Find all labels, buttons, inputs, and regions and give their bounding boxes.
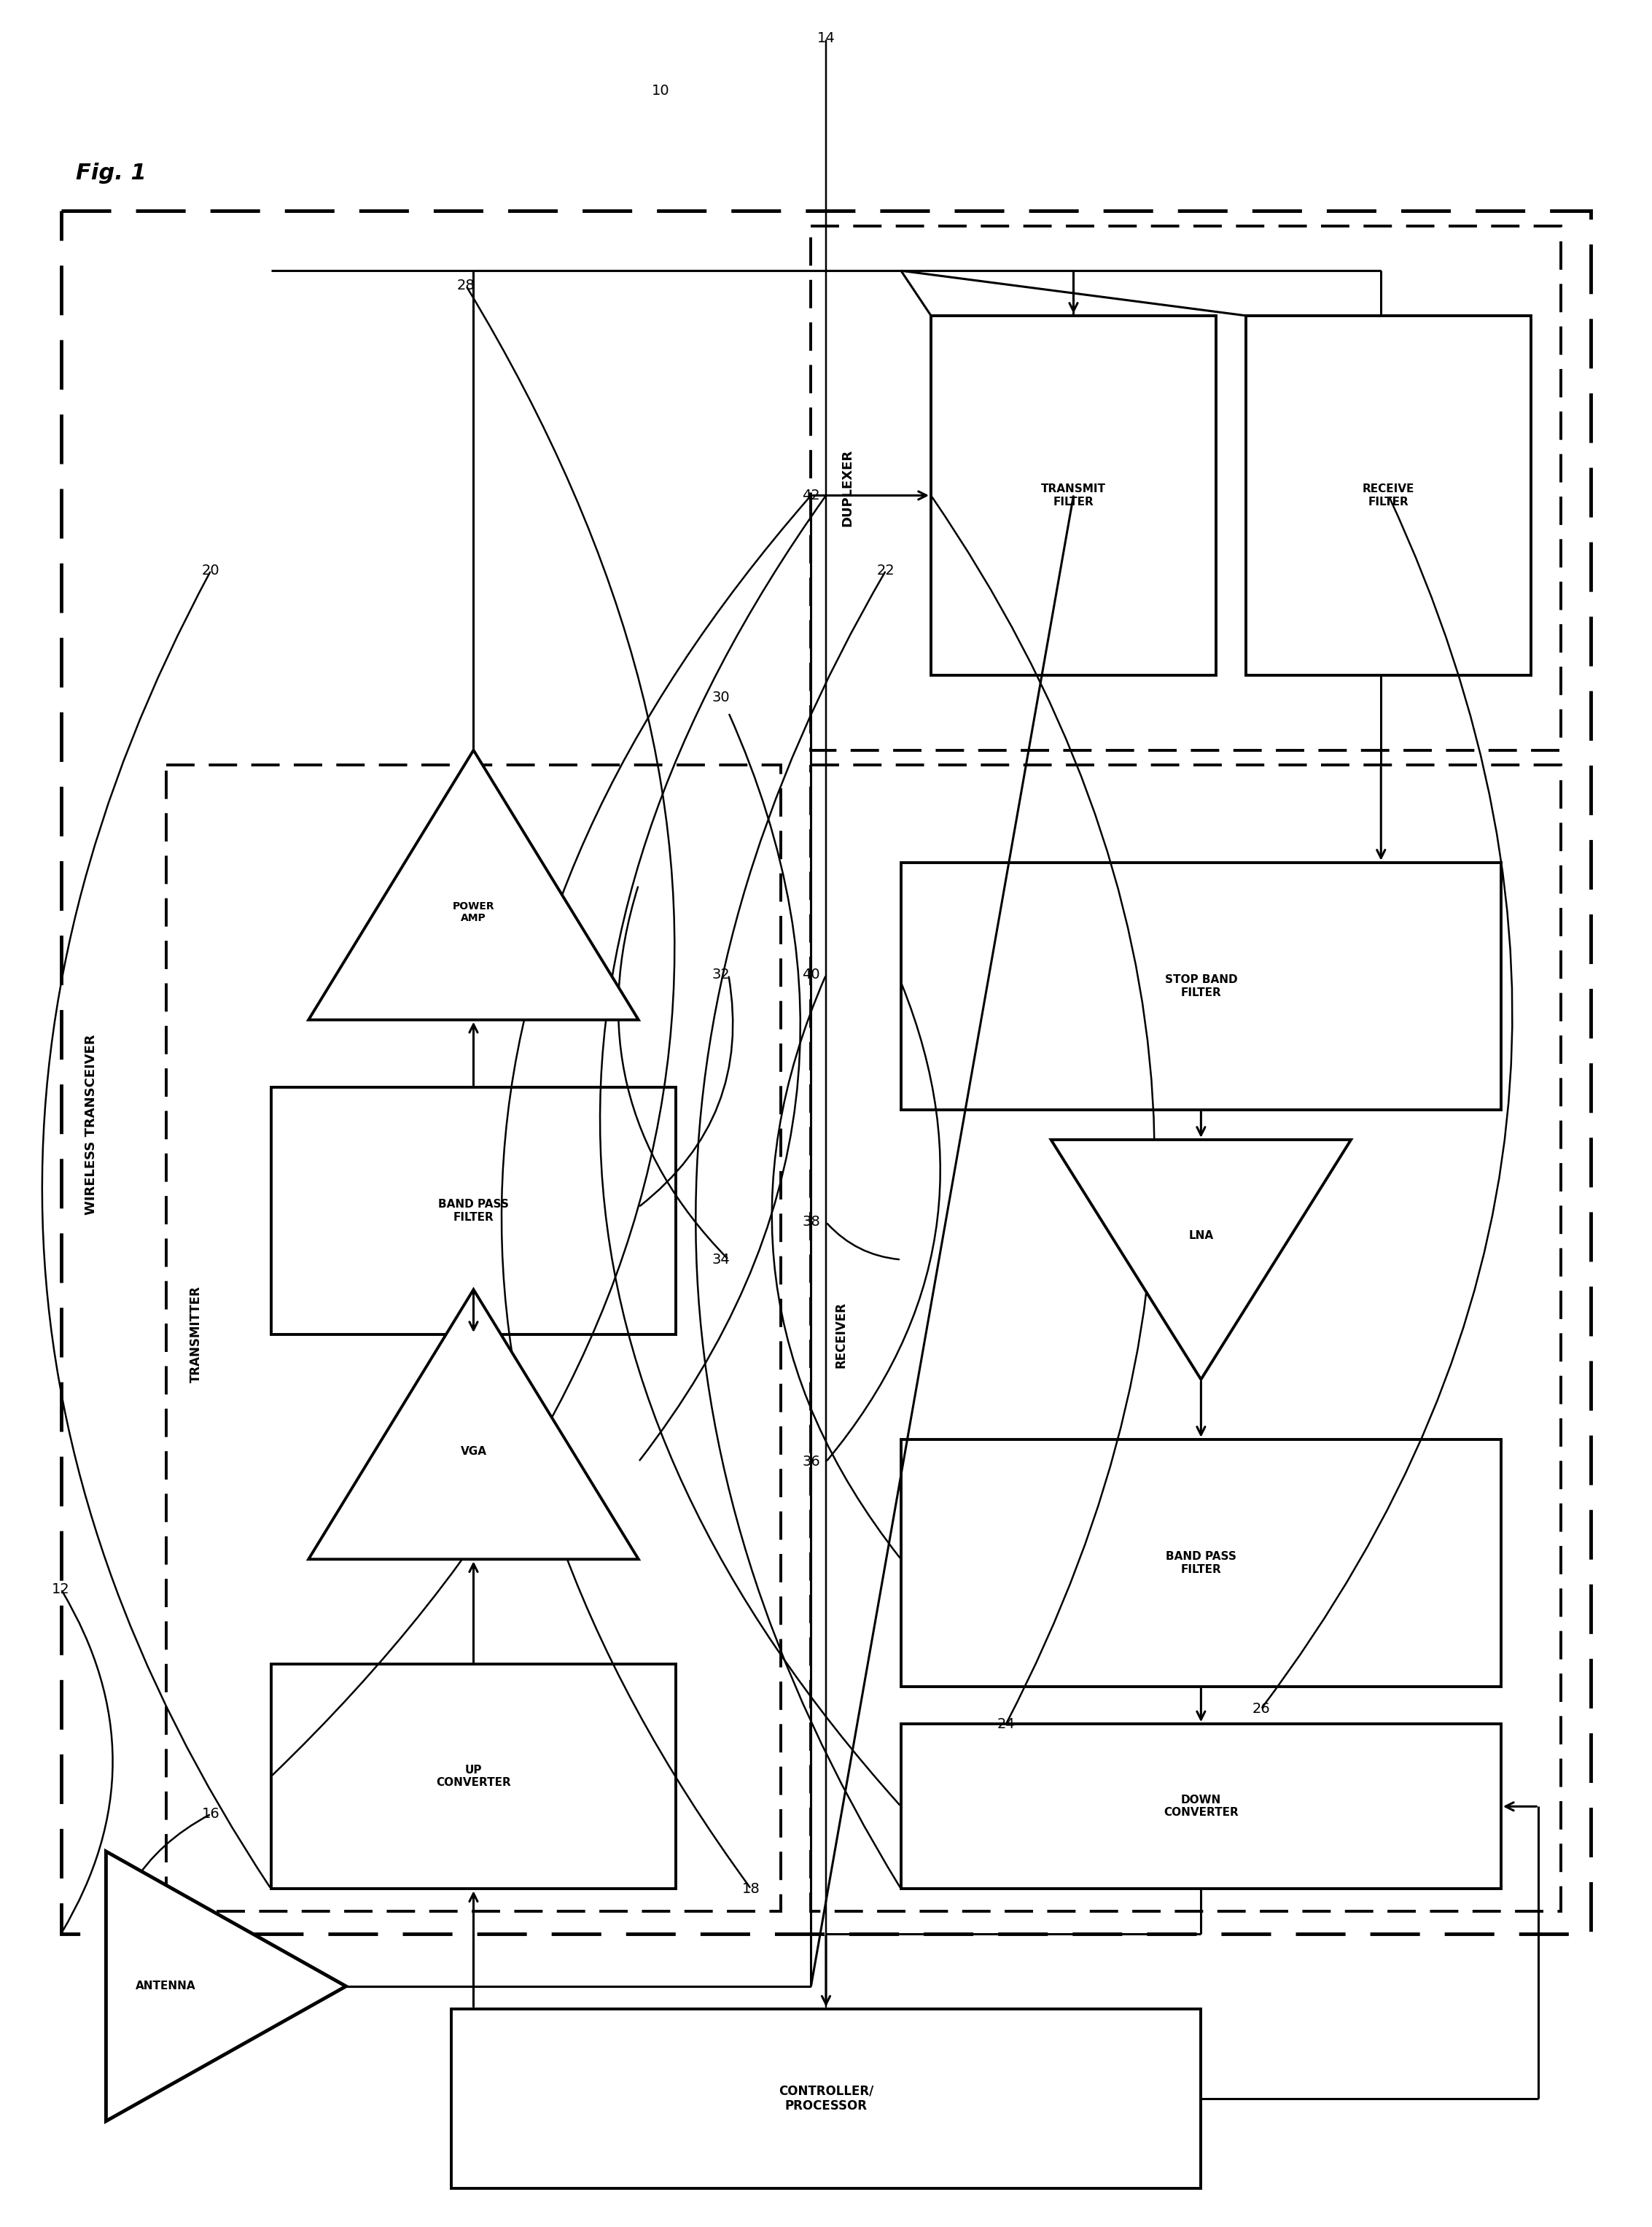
Bar — [811, 766, 1561, 1911]
Bar — [932, 316, 1216, 675]
Text: STOP BAND
FILTER: STOP BAND FILTER — [1165, 975, 1237, 998]
Text: BAND PASS
FILTER: BAND PASS FILTER — [1166, 1552, 1236, 1574]
Text: 42: 42 — [801, 488, 819, 503]
Bar — [811, 225, 1561, 750]
Bar — [271, 1664, 676, 1888]
Text: 10: 10 — [653, 85, 671, 98]
Text: DUPLEXER: DUPLEXER — [841, 450, 854, 526]
Bar — [271, 1087, 676, 1334]
Text: 28: 28 — [458, 278, 476, 292]
Text: 22: 22 — [877, 563, 895, 577]
Text: 18: 18 — [742, 1882, 760, 1895]
Text: POWER
AMP: POWER AMP — [453, 902, 494, 922]
Text: 16: 16 — [202, 1806, 220, 1822]
Text: 32: 32 — [712, 969, 730, 982]
Text: DOWN
CONVERTER: DOWN CONVERTER — [1163, 1795, 1239, 1817]
Text: 36: 36 — [801, 1454, 819, 1470]
Text: 38: 38 — [801, 1216, 819, 1229]
Bar — [61, 212, 1591, 1933]
Text: Fig. 1: Fig. 1 — [76, 163, 147, 185]
Polygon shape — [309, 1289, 639, 1559]
Bar — [900, 862, 1502, 1109]
Text: WIRELESS TRANSCEIVER: WIRELESS TRANSCEIVER — [84, 1036, 97, 1216]
Text: 26: 26 — [1252, 1701, 1270, 1717]
Text: 20: 20 — [202, 563, 220, 577]
Text: RECEIVER: RECEIVER — [834, 1301, 847, 1367]
Bar — [900, 1724, 1502, 1888]
Bar — [165, 766, 781, 1911]
Text: ANTENNA: ANTENNA — [135, 1980, 197, 1991]
Text: VGA: VGA — [461, 1445, 487, 1456]
Polygon shape — [106, 1851, 345, 2120]
Polygon shape — [309, 750, 639, 1020]
Text: 40: 40 — [801, 969, 819, 982]
Text: TRANSMIT
FILTER: TRANSMIT FILTER — [1041, 483, 1105, 508]
Text: 14: 14 — [818, 31, 834, 45]
Text: 34: 34 — [712, 1252, 730, 1267]
Text: 12: 12 — [51, 1581, 69, 1597]
Bar — [451, 2009, 1201, 2189]
Text: 30: 30 — [712, 690, 730, 704]
Polygon shape — [1051, 1140, 1351, 1379]
Text: RECEIVE
FILTER: RECEIVE FILTER — [1363, 483, 1414, 508]
Text: UP
CONVERTER: UP CONVERTER — [436, 1764, 510, 1788]
Text: BAND PASS
FILTER: BAND PASS FILTER — [438, 1198, 509, 1223]
Text: 24: 24 — [996, 1717, 1014, 1730]
Bar — [1246, 316, 1531, 675]
Bar — [900, 1439, 1502, 1686]
Text: TRANSMITTER: TRANSMITTER — [190, 1287, 203, 1383]
Text: CONTROLLER/
PROCESSOR: CONTROLLER/ PROCESSOR — [778, 2084, 874, 2113]
Text: LNA: LNA — [1188, 1229, 1214, 1240]
